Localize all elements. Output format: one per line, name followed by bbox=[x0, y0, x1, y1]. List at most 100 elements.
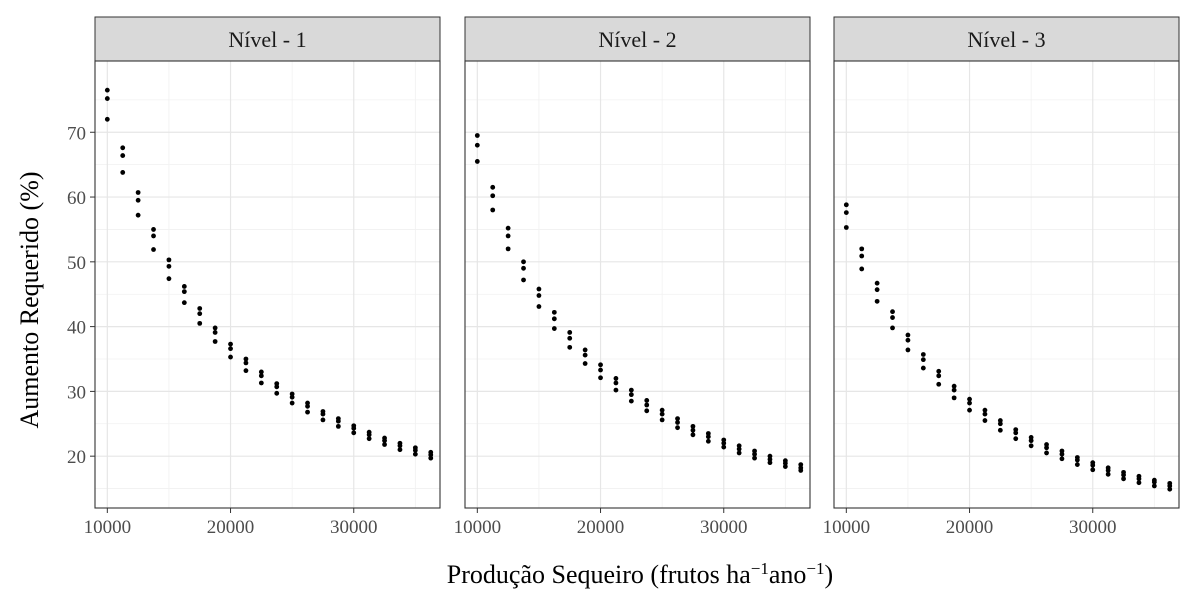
panel-2: Nível - 2 10000 20000 30000 bbox=[454, 16, 811, 538]
data-point bbox=[659, 407, 665, 413]
data-point bbox=[212, 330, 218, 335]
data-point bbox=[843, 225, 849, 230]
data-point bbox=[675, 416, 680, 421]
data-point bbox=[951, 395, 957, 401]
data-point bbox=[598, 362, 603, 368]
data-point bbox=[428, 455, 434, 461]
y-tick-label: 40 bbox=[67, 318, 86, 339]
panel-border bbox=[464, 60, 811, 509]
panel-strip bbox=[94, 16, 441, 62]
data-point bbox=[736, 446, 742, 452]
data-point bbox=[104, 116, 110, 122]
data-point bbox=[166, 263, 172, 269]
x-tick-label: 10000 bbox=[454, 517, 502, 538]
panel-background bbox=[834, 61, 1179, 508]
data-point bbox=[1105, 468, 1111, 473]
y-tick-label: 30 bbox=[67, 382, 86, 403]
data-point bbox=[490, 207, 496, 213]
data-point bbox=[397, 443, 403, 449]
data-point bbox=[705, 434, 711, 440]
data-point bbox=[120, 153, 126, 158]
data-point bbox=[982, 418, 988, 423]
data-point bbox=[166, 276, 172, 282]
panel-strip-label: Nível - 3 bbox=[967, 27, 1045, 52]
y-tick-label: 20 bbox=[67, 447, 86, 468]
data-point bbox=[721, 440, 727, 446]
data-point bbox=[258, 373, 264, 379]
data-point bbox=[936, 373, 942, 379]
data-point bbox=[120, 170, 126, 175]
data-point bbox=[505, 225, 511, 231]
data-point bbox=[1090, 467, 1096, 473]
panel-3: Nível - 3 10000 20000 30000 bbox=[823, 16, 1180, 538]
data-point bbox=[567, 335, 573, 341]
data-point bbox=[536, 286, 542, 292]
x-axis-title-end: ) bbox=[825, 560, 834, 589]
data-point bbox=[551, 309, 557, 315]
data-point bbox=[228, 341, 233, 347]
data-point bbox=[567, 330, 573, 335]
data-point bbox=[351, 430, 357, 436]
data-point bbox=[412, 447, 418, 453]
data-point bbox=[258, 369, 264, 375]
data-point bbox=[366, 432, 372, 438]
data-point bbox=[289, 394, 295, 400]
data-point bbox=[197, 306, 203, 311]
data-point bbox=[474, 159, 480, 164]
data-point bbox=[1136, 476, 1142, 482]
data-point bbox=[567, 344, 573, 350]
panel-background bbox=[95, 61, 440, 508]
data-point bbox=[644, 398, 650, 403]
x-axis-title-mid: ano bbox=[769, 560, 807, 589]
data-point bbox=[890, 325, 895, 331]
data-point bbox=[505, 246, 511, 252]
data-point bbox=[228, 354, 233, 360]
x-tick-label: 20000 bbox=[946, 517, 994, 538]
data-point bbox=[228, 346, 233, 352]
panel-strip bbox=[464, 16, 811, 62]
data-point bbox=[582, 352, 588, 358]
data-point bbox=[135, 190, 141, 195]
data-point bbox=[782, 464, 788, 469]
data-point bbox=[490, 184, 496, 190]
data-point bbox=[736, 450, 742, 456]
data-point bbox=[320, 417, 326, 423]
data-point bbox=[859, 246, 865, 252]
data-point bbox=[104, 96, 110, 101]
data-point bbox=[1105, 471, 1111, 477]
data-point bbox=[1090, 462, 1096, 468]
data-point bbox=[675, 425, 680, 431]
data-point bbox=[335, 423, 341, 429]
data-point bbox=[181, 289, 187, 295]
data-point bbox=[274, 390, 280, 396]
data-point bbox=[843, 210, 849, 215]
data-point bbox=[1167, 486, 1173, 492]
data-point bbox=[598, 375, 603, 381]
data-point bbox=[644, 408, 650, 414]
data-point bbox=[212, 325, 218, 331]
data-point bbox=[582, 361, 588, 366]
data-point bbox=[212, 339, 218, 344]
data-point bbox=[551, 316, 557, 322]
data-point bbox=[490, 193, 496, 199]
data-point bbox=[474, 133, 480, 138]
data-point bbox=[151, 233, 156, 239]
data-point bbox=[582, 347, 588, 353]
data-point bbox=[397, 447, 403, 453]
x-tick-label: 10000 bbox=[84, 517, 132, 538]
data-point bbox=[690, 427, 696, 433]
data-point bbox=[1013, 430, 1019, 436]
data-point bbox=[335, 418, 341, 424]
data-point bbox=[628, 398, 634, 404]
data-point bbox=[598, 367, 603, 373]
x-tick-label: 20000 bbox=[577, 517, 625, 538]
data-point bbox=[1028, 443, 1034, 449]
data-point bbox=[613, 380, 619, 386]
data-point bbox=[874, 280, 880, 286]
data-point bbox=[243, 360, 249, 366]
data-point bbox=[982, 411, 988, 417]
data-point bbox=[197, 320, 203, 326]
x-tick-label: 30000 bbox=[330, 517, 378, 538]
data-point bbox=[951, 387, 957, 393]
panel-border bbox=[94, 60, 441, 509]
